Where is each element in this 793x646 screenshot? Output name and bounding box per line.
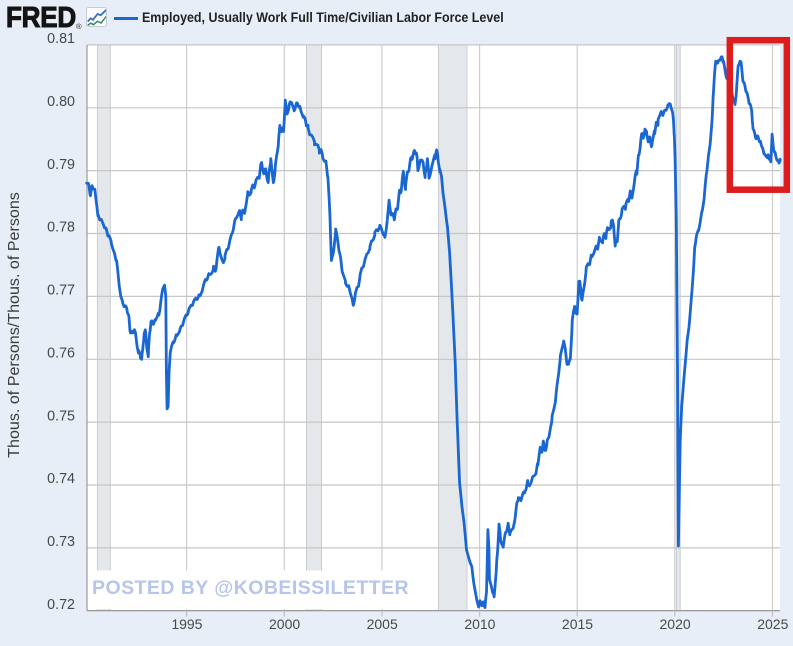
svg-text:0.72: 0.72 — [47, 597, 75, 613]
svg-text:0.74: 0.74 — [47, 471, 75, 487]
svg-text:2020: 2020 — [660, 616, 691, 632]
svg-text:POSTED BY @KOBEISSILETTER: POSTED BY @KOBEISSILETTER — [92, 577, 409, 599]
svg-text:0.78: 0.78 — [47, 220, 75, 236]
svg-text:2025: 2025 — [757, 616, 788, 632]
svg-text:0.80: 0.80 — [47, 94, 75, 110]
svg-text:Thous. of Persons/Thous. of Pe: Thous. of Persons/Thous. of Persons — [5, 192, 23, 458]
svg-text:0.77: 0.77 — [47, 283, 75, 299]
svg-text:2000: 2000 — [269, 616, 300, 632]
svg-text:0.79: 0.79 — [47, 157, 75, 173]
svg-text:1995: 1995 — [171, 616, 202, 632]
svg-text:0.81: 0.81 — [47, 31, 75, 47]
svg-text:0.75: 0.75 — [47, 408, 75, 424]
svg-text:2015: 2015 — [562, 616, 593, 632]
svg-text:2005: 2005 — [367, 616, 398, 632]
svg-text:0.73: 0.73 — [47, 534, 75, 550]
svg-text:0.76: 0.76 — [47, 346, 75, 362]
svg-text:2010: 2010 — [464, 616, 495, 632]
